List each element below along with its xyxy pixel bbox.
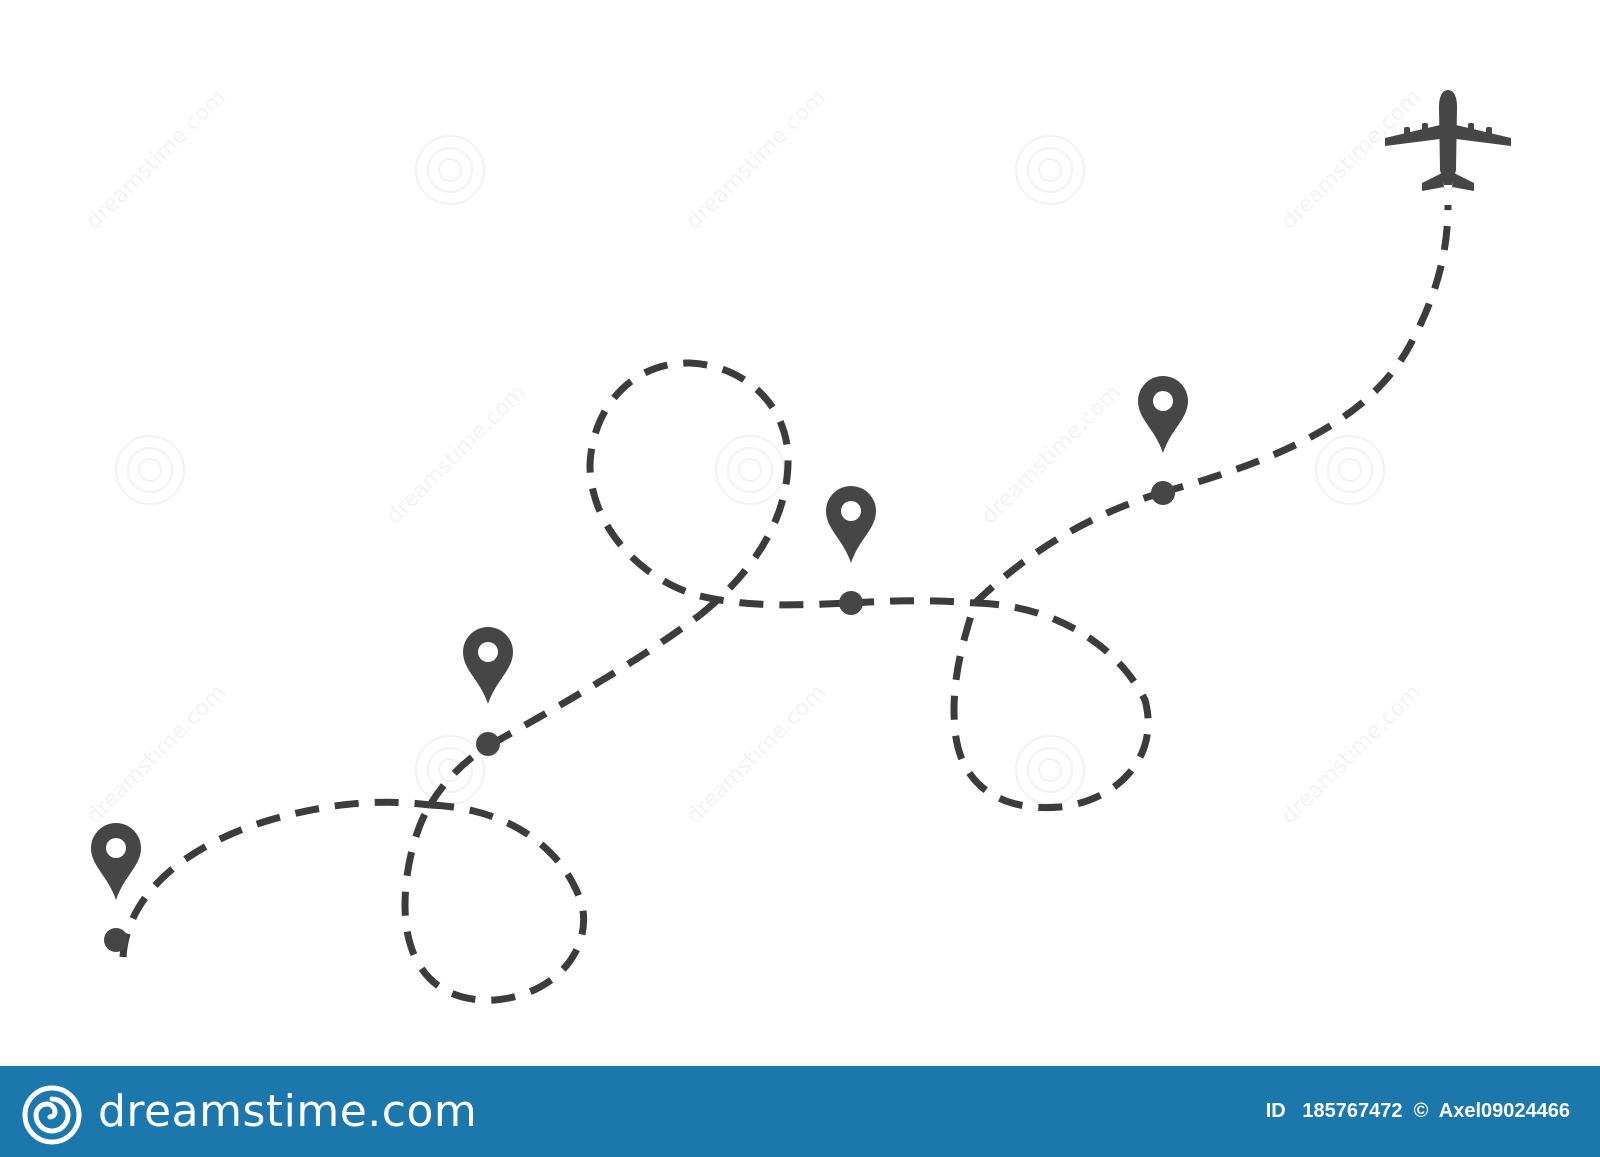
- id-number: 185767472: [1302, 1100, 1403, 1122]
- watermark-text: dreamstime.com: [682, 680, 831, 829]
- footer-brand-text: dreamstime.com: [98, 1086, 478, 1137]
- image-id-credit: ID 185767472 © Axel09024466: [1265, 1100, 1570, 1122]
- map-pin-icon: [826, 486, 876, 563]
- map-pin-4: [1138, 376, 1188, 505]
- route-segment-pin-4-to-airplane: [1159, 204, 1452, 497]
- map-pin-dot: [839, 591, 863, 615]
- watermark-text: dreamstime.com: [1277, 680, 1426, 829]
- watermark-text: dreamstime.com: [977, 380, 1126, 529]
- author-name: Axel09024466: [1438, 1100, 1570, 1122]
- map-pin-icon: [91, 823, 141, 900]
- airplane-wings: [1385, 125, 1511, 146]
- route-segment-pin-2-to-loop-2: [488, 612, 703, 749]
- map-pin-hole: [1153, 391, 1173, 411]
- watermark-text: dreamstime.com: [382, 380, 531, 529]
- watermark-swirl: [415, 135, 485, 205]
- airplane-tail: [1422, 173, 1474, 191]
- map-pin-dot: [104, 928, 128, 952]
- route-segment-start-to-loop-1: [119, 798, 431, 958]
- route-segment-loop-2-to-pin-3: [699, 592, 851, 609]
- watermark-text: dreamstime.com: [82, 680, 231, 829]
- map-pin-icon: [1138, 376, 1188, 453]
- watermark-text: dreamstime.com: [82, 85, 231, 234]
- footer-bar: dreamstime.com ID 185767472 © Axel090244…: [0, 1066, 1600, 1157]
- watermark-layer: [115, 135, 1385, 805]
- route-segment-pin-3-to-loop-3: [849, 597, 976, 607]
- airplane-engine: [1486, 127, 1492, 139]
- watermark-swirl: [115, 435, 185, 505]
- map-pin-dot: [476, 732, 500, 756]
- watermark-swirl: [1015, 135, 1085, 205]
- map-pin-2: [463, 627, 513, 756]
- dreamstime-logo-icon: [22, 1085, 82, 1145]
- watermark-text-layer: dreamstime.com dreamstime.com dreamstime…: [82, 85, 1426, 829]
- route-loop-3: [950, 599, 1152, 812]
- airplane-icon: [1385, 90, 1511, 191]
- map-pin-3: [826, 486, 876, 615]
- airplane-engine: [1422, 123, 1428, 135]
- travel-route-illustration: dreamstime.com dreamstime.com dreamstime…: [82, 85, 1511, 1004]
- map-pin-hole: [106, 838, 126, 858]
- watermark-text: dreamstime.com: [1277, 85, 1426, 234]
- route-loop-1: [401, 801, 587, 1004]
- watermark-swirl: [1315, 435, 1385, 505]
- airplane-engine: [1404, 127, 1410, 139]
- route-loop-2: [586, 359, 792, 618]
- dashed-route: [119, 204, 1452, 1004]
- map-pin-dot: [1151, 481, 1175, 505]
- watermark-swirl: [715, 435, 785, 505]
- map-pin-hole: [841, 501, 861, 521]
- id-label: ID: [1265, 1100, 1286, 1122]
- map-pin-1: [91, 823, 141, 952]
- airplane-engine: [1468, 123, 1474, 135]
- watermark-swirl: [1015, 735, 1085, 805]
- route-segment-loop-1-to-pin-2: [426, 741, 492, 807]
- map-pin-hole: [478, 642, 498, 662]
- watermark-swirl: [415, 735, 485, 805]
- airplane-fuselage: [1439, 90, 1457, 185]
- map-pin-icon: [463, 627, 513, 704]
- watermark-text: dreamstime.com: [682, 85, 831, 234]
